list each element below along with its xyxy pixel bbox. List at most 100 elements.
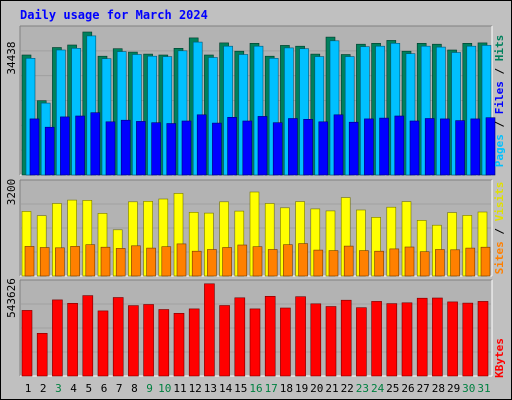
bar-sites-day-28 (435, 249, 445, 277)
bar-pages-day-17 (272, 122, 283, 176)
bar-kbytes-day-29 (447, 301, 458, 377)
day-label-4: 4 (70, 382, 77, 395)
bar-pages-day-3 (60, 116, 70, 176)
bar-kbytes-day-30 (462, 302, 474, 377)
bar-pages-day-18 (288, 118, 298, 176)
bar-kbytes-day-4 (67, 302, 78, 377)
day-label-10: 10 (158, 382, 171, 395)
bar-kbytes-day-22 (340, 299, 352, 377)
legend-files: Files (493, 81, 506, 114)
bar-sites-day-10 (161, 246, 172, 277)
legend-kbytes-label: KBytes (493, 338, 506, 378)
bar-kbytes-day-3 (52, 299, 63, 377)
bar-sites-day-15 (237, 244, 248, 277)
bar-kbytes-day-14 (219, 305, 230, 377)
bar-pages-day-2 (44, 126, 55, 176)
bar-pages-day-1 (29, 118, 40, 176)
bar-pages-day-26 (409, 120, 420, 176)
bar-pages-day-23 (364, 118, 374, 176)
bar-kbytes-day-31 (477, 301, 489, 377)
day-label-14: 14 (219, 382, 233, 395)
bar-sites-day-16 (252, 246, 263, 277)
bar-kbytes-day-23 (356, 307, 367, 377)
bar-pages-day-10 (166, 123, 177, 176)
legend-pages: Pages (493, 134, 506, 167)
bar-pages-day-11 (181, 120, 192, 176)
bar-kbytes-day-8 (128, 305, 139, 377)
y-max-label-visits: 3200 (5, 179, 18, 206)
day-label-17: 17 (265, 382, 278, 395)
x-axis-day-labels: 1 2 3 4 5 6 7 8 9 10 11 12 13 14 15 16 17 18 19 20 21 22 23 24 2… (25, 382, 491, 395)
day-label-11: 11 (173, 382, 186, 395)
svg-text:KBytes: KBytes (493, 338, 506, 378)
day-label-8: 8 (131, 382, 138, 395)
bar-pages-day-8 (136, 121, 146, 176)
bar-sites-day-26 (404, 246, 415, 277)
bars-hits-files-pages (21, 31, 496, 176)
bar-kbytes-day-11 (173, 312, 185, 377)
bar-pages-day-19 (303, 119, 313, 176)
bar-sites-day-29 (450, 249, 460, 277)
day-label-9: 9 (146, 382, 153, 395)
legend-kbytes: KBytes (493, 338, 506, 378)
day-label-22: 22 (341, 382, 354, 395)
bar-pages-day-25 (394, 115, 405, 176)
bar-pages-day-21 (333, 114, 344, 176)
bar-kbytes-day-2 (36, 332, 48, 377)
bar-kbytes-day-13 (204, 283, 215, 377)
bar-kbytes-day-15 (234, 297, 246, 377)
bar-pages-day-20 (318, 121, 329, 176)
bar-pages-day-12 (196, 114, 207, 176)
bar-sites-day-17 (267, 249, 278, 277)
legend-visits: Visits (493, 182, 506, 222)
svg-text:Sites / Visits: Sites / Visits (493, 182, 506, 275)
day-label-16: 16 (249, 382, 262, 395)
bar-sites-day-21 (328, 250, 339, 277)
bar-kbytes-day-9 (143, 304, 154, 377)
legend-hits: Hits (493, 35, 506, 62)
bar-sites-day-23 (359, 250, 369, 277)
bar-sites-day-30 (465, 247, 476, 277)
bar-sites-day-2 (39, 247, 50, 277)
bar-pages-day-28 (440, 118, 450, 176)
bar-pages-day-15 (242, 120, 253, 176)
bar-kbytes-day-1 (21, 310, 33, 377)
bar-pages-day-5 (90, 112, 101, 176)
bar-sites-day-14 (222, 247, 232, 277)
bar-pages-day-4 (75, 115, 85, 176)
bar-kbytes-day-16 (249, 308, 261, 377)
bar-pages-day-16 (257, 116, 268, 176)
bar-pages-day-24 (379, 117, 389, 176)
y-max-label-hits: 34438 (5, 41, 18, 74)
bar-pages-day-13 (212, 122, 222, 176)
day-label-27: 27 (417, 382, 430, 395)
bar-kbytes-day-12 (188, 308, 200, 377)
bar-sites-day-3 (55, 247, 65, 277)
bar-sites-day-1 (24, 246, 35, 277)
day-label-3: 3 (55, 382, 62, 395)
legend-separator: / (493, 61, 506, 81)
bar-pages-day-27 (424, 118, 435, 176)
day-label-20: 20 (310, 382, 323, 395)
panel-visits-sites: 3200 (5, 179, 493, 277)
bar-kbytes-day-10 (158, 309, 170, 377)
day-label-5: 5 (85, 382, 92, 395)
day-label-24: 24 (371, 382, 385, 395)
day-label-23: 23 (356, 382, 369, 395)
bar-kbytes-day-19 (295, 296, 306, 377)
bar-kbytes-day-27 (416, 297, 428, 377)
bar-kbytes-day-17 (264, 295, 276, 377)
panel-kbytes: 543626 (5, 278, 493, 377)
bar-kbytes-day-20 (310, 303, 322, 377)
bar-kbytes-day-5 (82, 295, 94, 377)
day-label-21: 21 (325, 382, 338, 395)
day-label-2: 2 (40, 382, 47, 395)
day-label-25: 25 (386, 382, 399, 395)
chart-title: Daily usage for March 2024 (20, 8, 208, 22)
day-label-19: 19 (295, 382, 308, 395)
day-label-29: 29 (447, 382, 460, 395)
bar-kbytes-day-6 (97, 310, 109, 377)
bar-kbytes-day-18 (280, 307, 291, 377)
y-max-label-kbytes: 543626 (5, 278, 18, 318)
bar-pages-day-29 (455, 120, 465, 176)
